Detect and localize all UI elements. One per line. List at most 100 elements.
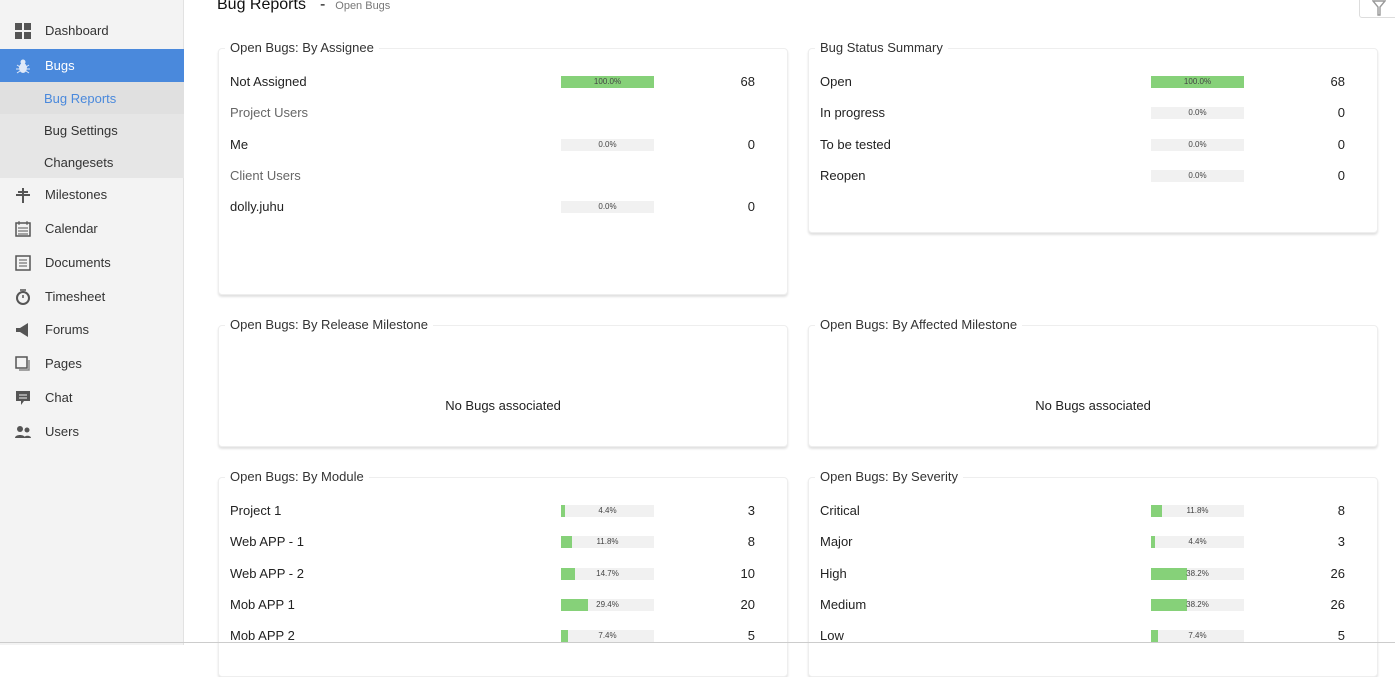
progress-percent: 0.0% xyxy=(598,139,617,149)
row-count[interactable]: 10 xyxy=(740,565,755,581)
card-open-bugs-by-module: Open Bugs: By Module Project 1 4.4% 3 Web AP… xyxy=(218,469,788,677)
list-item[interactable]: To be tested 0.0% 0 xyxy=(820,137,1377,155)
progress-fill xyxy=(1151,536,1156,549)
row-count[interactable]: 8 xyxy=(1337,503,1345,518)
sidebar-item-milestones[interactable]: Milestones xyxy=(0,178,184,211)
list-item[interactable]: Reopen 0.0% 0 xyxy=(820,168,1377,186)
sidebar-item-label: Timesheet xyxy=(45,289,106,304)
sidebar-item-timesheet[interactable]: Timesheet xyxy=(0,280,184,313)
sidebar-item-pages[interactable]: Pages xyxy=(0,347,184,380)
sidebar-item-chat[interactable]: Chat xyxy=(0,381,184,414)
sidebar-item-bugs[interactable]: Bugs xyxy=(0,49,184,82)
list-item[interactable]: Mob APP 1 29.4% 20 xyxy=(230,597,787,615)
progress-bar: 14.7% xyxy=(561,567,654,580)
list-item[interactable]: Critical 11.8% 8 xyxy=(820,503,1377,521)
card-title: Open Bugs: By Affected Milestone xyxy=(815,317,1023,332)
row-count[interactable]: 5 xyxy=(1337,628,1345,644)
sidebar-item-label: Bugs xyxy=(45,58,75,73)
progress-fill xyxy=(561,536,572,549)
list-item[interactable]: In progress 0.0% 0 xyxy=(820,105,1377,123)
sidebar-item-calendar[interactable]: Calendar xyxy=(0,212,184,245)
row-label: Medium xyxy=(820,596,867,612)
progress-fill xyxy=(561,630,568,643)
progress-fill xyxy=(561,505,566,517)
row-label: Project 1 xyxy=(230,503,282,518)
list-item[interactable]: High 38.2% 26 xyxy=(820,566,1377,584)
progress-bar: 7.4% xyxy=(561,630,654,643)
list-item[interactable]: Project 1 4.4% 3 xyxy=(230,503,787,521)
progress-percent: 11.8% xyxy=(596,537,619,547)
list-item[interactable]: Open 100.0% 68 xyxy=(820,74,1377,92)
progress-bar: 11.8% xyxy=(561,536,654,549)
list-item[interactable]: Web APP - 2 14.7% 10 xyxy=(230,566,787,584)
progress-percent: 38.2% xyxy=(1186,568,1209,578)
group-label: Client Users xyxy=(230,167,301,183)
row-label: Not Assigned xyxy=(230,74,307,89)
row-count[interactable]: 5 xyxy=(747,628,755,644)
row-label: Web APP - 1 xyxy=(230,534,304,550)
title-separator: - xyxy=(319,0,326,13)
progress-bar: 100.0% xyxy=(1151,76,1244,88)
progress-percent: 4.4% xyxy=(598,506,617,515)
progress-fill xyxy=(1151,630,1158,643)
card-title: Open Bugs: By Module xyxy=(225,469,369,484)
progress-percent: 14.7% xyxy=(596,568,619,578)
list-item[interactable]: Me 0.0% 0 xyxy=(230,137,787,155)
row-count[interactable]: 26 xyxy=(1330,596,1345,612)
row-count[interactable]: 0 xyxy=(747,199,755,215)
list-item[interactable]: Mob APP 2 7.4% 5 xyxy=(230,628,787,646)
row-label: Major xyxy=(820,534,853,550)
list-item[interactable]: Low 7.4% 5 xyxy=(820,628,1377,646)
row-label: Open xyxy=(820,74,852,89)
list-item[interactable]: dolly.juhu 0.0% 0 xyxy=(230,199,787,217)
filter-icon xyxy=(1372,0,1386,16)
sidebar-subitem-bug-reports[interactable]: Bug Reports xyxy=(0,82,184,114)
list-item[interactable]: Medium 38.2% 26 xyxy=(820,597,1377,615)
row-count[interactable]: 0 xyxy=(1337,136,1345,152)
progress-percent: 38.2% xyxy=(1186,599,1209,609)
row-count[interactable]: 0 xyxy=(1337,167,1345,183)
progress-bar: 4.4% xyxy=(1151,536,1244,549)
timer-icon xyxy=(14,288,32,306)
list-item[interactable]: Web APP - 1 11.8% 8 xyxy=(230,534,787,552)
megaphone-icon xyxy=(14,321,32,339)
sidebar-item-label: Users xyxy=(45,424,79,439)
card-bug-status-summary: Bug Status Summary Open 100.0% 68 In progres… xyxy=(808,40,1378,233)
sidebar-subitem-label: Bug Settings xyxy=(44,122,118,138)
progress-bar: 100.0% xyxy=(561,76,654,88)
row-count[interactable]: 26 xyxy=(1330,565,1345,581)
sidebar-item-documents[interactable]: Documents xyxy=(0,246,184,279)
progress-bar: 29.4% xyxy=(561,598,654,611)
row-count[interactable]: 68 xyxy=(1330,74,1345,89)
card-open-bugs-by-severity: Open Bugs: By Severity Critical 11.8% 8 Majo… xyxy=(808,469,1378,677)
progress-fill xyxy=(561,76,654,88)
sidebar-item-dashboard[interactable]: Dashboard xyxy=(0,14,184,47)
filter-button[interactable] xyxy=(1359,0,1395,18)
card-open-bugs-by-assignee: Open Bugs: By Assignee Not Assigned 100.0%… xyxy=(218,40,788,295)
progress-percent: 0.0% xyxy=(1188,108,1207,118)
row-count[interactable]: 68 xyxy=(740,74,755,89)
sidebar-subitem-bug-settings[interactable]: Bug Settings xyxy=(0,114,184,146)
list-item[interactable]: Major 4.4% 3 xyxy=(820,534,1377,552)
sidebar-item-forums[interactable]: Forums xyxy=(0,313,184,346)
row-count[interactable]: 8 xyxy=(747,534,755,550)
row-count[interactable]: 0 xyxy=(747,136,755,152)
row-count[interactable]: 0 xyxy=(1337,105,1345,121)
card-open-bugs-by-affected-milestone: Open Bugs: By Affected Milestone No Bugs … xyxy=(808,317,1378,447)
chat-icon xyxy=(14,389,32,407)
sidebar-item-users[interactable]: Users xyxy=(0,415,184,448)
bug-icon xyxy=(14,57,32,75)
progress-fill xyxy=(1151,76,1244,88)
row-count[interactable]: 3 xyxy=(747,503,755,518)
progress-percent: 0.0% xyxy=(1188,139,1207,149)
row-count[interactable]: 3 xyxy=(1337,534,1345,550)
breadcrumb[interactable]: Open Bugs xyxy=(335,0,391,12)
row-count[interactable]: 20 xyxy=(740,596,755,612)
progress-bar: 11.8% xyxy=(1151,505,1244,517)
list-item[interactable]: Not Assigned 100.0% 68 xyxy=(230,74,787,92)
sidebar-subitem-changesets[interactable]: Changesets xyxy=(0,146,184,178)
empty-message: No Bugs associated xyxy=(445,398,561,413)
progress-percent: 100.0% xyxy=(593,77,622,86)
document-icon xyxy=(14,254,32,272)
row-label: In progress xyxy=(820,105,886,121)
